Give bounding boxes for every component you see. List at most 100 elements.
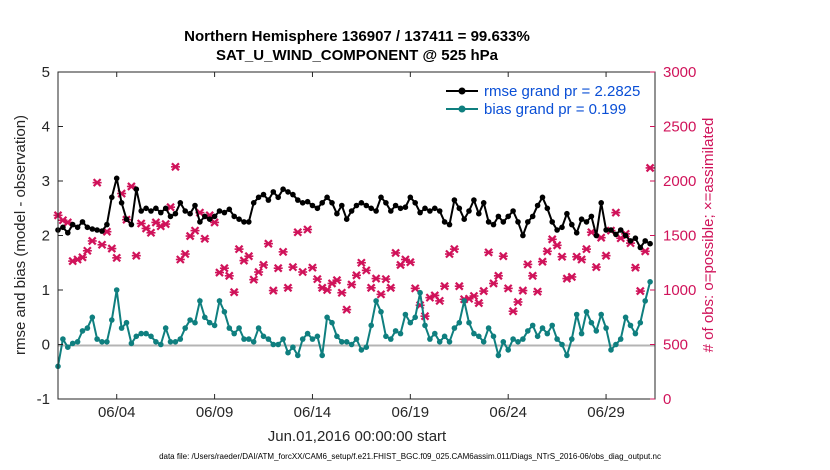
obs-marker <box>107 244 117 253</box>
obs-marker <box>92 178 102 187</box>
legend-rmse-marker <box>458 87 466 95</box>
obs-marker <box>474 298 484 308</box>
obs-marker <box>278 247 288 257</box>
legend: rmse grand pr = 2.2825 bias grand pr = 0… <box>438 80 650 124</box>
obs-marker <box>366 283 376 293</box>
bias-point <box>392 328 399 334</box>
obs-marker <box>307 263 317 272</box>
rmse-point <box>368 205 375 212</box>
rmse-point <box>246 219 252 225</box>
bias-point <box>368 322 375 329</box>
rmse-point <box>309 202 316 209</box>
bias-point <box>109 317 115 323</box>
left-y-tick-label: 2 <box>42 228 50 245</box>
bias-point <box>417 289 423 296</box>
rmse-point <box>490 221 497 228</box>
obs-marker <box>630 263 640 272</box>
x-tick-label: 06/29 <box>587 404 625 421</box>
obs-marker <box>484 248 494 257</box>
bias-point <box>334 333 340 340</box>
rmse-point <box>206 216 213 222</box>
bias-point <box>436 339 443 345</box>
rmse-point <box>471 197 477 203</box>
bias-point <box>378 309 384 315</box>
rmse-point <box>632 235 639 241</box>
bias-point <box>339 339 345 345</box>
rmse-point <box>642 238 648 244</box>
rmse-point <box>505 213 512 220</box>
rmse-point <box>153 205 159 212</box>
rmse-point <box>583 219 590 225</box>
obs-marker <box>405 257 415 267</box>
rmse-point <box>319 200 326 206</box>
left-y-tick-label: 0 <box>42 337 50 354</box>
rmse-point <box>348 208 355 214</box>
rmse-point <box>573 230 580 236</box>
obs-marker <box>332 275 342 285</box>
rmse-point <box>304 198 311 205</box>
right-y-tick-label: 0 <box>663 391 671 408</box>
rmse-point <box>275 194 282 201</box>
obs-marker <box>249 275 259 284</box>
obs-marker <box>131 251 141 260</box>
rmse-point <box>603 227 609 233</box>
left-y-tick-label: 1 <box>42 282 50 299</box>
rmse-point <box>314 205 321 212</box>
rmse-point <box>559 224 565 231</box>
obs-marker <box>146 228 156 238</box>
obs-marker <box>435 296 445 306</box>
rmse-point <box>265 197 272 203</box>
rmse-point <box>339 202 345 209</box>
bias-point <box>319 352 326 359</box>
rmse-point <box>539 194 546 201</box>
rmse-point <box>441 219 448 225</box>
rmse-point <box>270 189 277 195</box>
bias-point <box>167 339 174 345</box>
obs-marker <box>493 271 503 281</box>
rmse-point <box>613 231 619 238</box>
bias-point <box>461 298 468 304</box>
bias-point <box>65 344 71 351</box>
bias-point <box>197 298 203 304</box>
bias-point <box>544 330 551 337</box>
right-y-tick-label: 2000 <box>663 173 696 190</box>
bias-point <box>471 330 477 337</box>
rmse-point <box>236 216 242 222</box>
x-axis-label: Jun.01,2016 00:00:00 start <box>268 428 447 445</box>
obs-marker <box>244 251 254 261</box>
obs-marker <box>263 239 273 248</box>
rmse-point <box>627 238 634 244</box>
bias-point <box>211 322 218 329</box>
rmse-point <box>299 200 306 206</box>
obs-marker <box>513 297 523 307</box>
bias-point <box>158 341 164 348</box>
obs-markers <box>53 162 655 321</box>
rmse-point <box>446 221 453 228</box>
obs-marker <box>112 253 122 263</box>
rmse-point <box>290 191 296 198</box>
rmse-point <box>202 213 208 220</box>
rmse-point <box>74 224 81 231</box>
bias-point <box>324 314 330 321</box>
obs-marker <box>557 252 567 262</box>
rmse-point <box>544 205 551 212</box>
rmse-point <box>241 219 247 225</box>
bias-point <box>192 319 198 326</box>
right-y-axis-ticks: 0 500 1000 1500 2000 2500 3000 <box>650 64 696 408</box>
left-y-axis-label: rmse and bias (model - observation) <box>12 115 29 355</box>
bias-point <box>60 336 66 342</box>
bias-point <box>407 319 414 326</box>
rmse-point <box>158 209 164 216</box>
obs-marker <box>87 236 97 246</box>
rmse-point <box>578 216 585 222</box>
rmse-point <box>99 228 105 234</box>
obs-marker <box>190 226 200 235</box>
rmse-point <box>123 216 130 222</box>
legend-bias-marker <box>458 105 466 113</box>
chart-title: Northern Hemisphere 136907 / 137411 = 99… <box>184 28 530 45</box>
rmse-point <box>593 232 600 239</box>
obs-marker <box>342 305 352 314</box>
rmse-point <box>118 200 125 206</box>
x-tick-label: 06/24 <box>489 404 527 421</box>
bias-point <box>343 339 350 345</box>
